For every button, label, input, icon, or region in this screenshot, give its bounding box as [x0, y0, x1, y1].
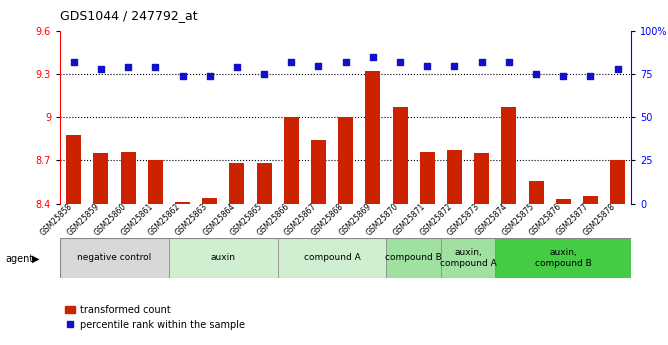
Point — [449, 63, 460, 68]
Bar — [94, 153, 108, 204]
Bar — [278, 238, 387, 278]
Text: auxin: auxin — [211, 253, 236, 263]
Text: GSM25863: GSM25863 — [174, 202, 210, 237]
Bar — [148, 160, 163, 204]
Bar — [474, 153, 489, 204]
Text: GSM25872: GSM25872 — [419, 202, 454, 237]
Bar — [447, 150, 462, 204]
Text: GSM25878: GSM25878 — [582, 202, 618, 237]
Legend: transformed count, percentile rank within the sample: transformed count, percentile rank withi… — [65, 305, 244, 330]
Point — [476, 59, 487, 65]
Text: GSM25874: GSM25874 — [473, 202, 509, 237]
Bar — [420, 152, 435, 204]
Point — [150, 65, 161, 70]
Point — [504, 59, 514, 65]
Bar — [528, 180, 544, 204]
Text: GSM25859: GSM25859 — [65, 202, 101, 237]
Bar — [175, 202, 190, 204]
Bar — [502, 107, 516, 204]
Bar — [66, 135, 81, 204]
Point — [68, 59, 79, 65]
Bar — [495, 238, 631, 278]
Text: GSM25860: GSM25860 — [92, 202, 128, 237]
Point — [422, 63, 433, 68]
Text: GSM25875: GSM25875 — [500, 202, 536, 237]
Text: GSM25865: GSM25865 — [228, 202, 264, 237]
Point — [613, 66, 623, 72]
Point — [286, 59, 297, 65]
Bar — [60, 238, 169, 278]
Bar — [311, 140, 326, 204]
Text: GSM25876: GSM25876 — [528, 202, 563, 237]
Text: GSM25858: GSM25858 — [38, 202, 73, 237]
Text: ▶: ▶ — [32, 254, 39, 264]
Text: GSM25868: GSM25868 — [310, 202, 346, 237]
Text: GDS1044 / 247792_at: GDS1044 / 247792_at — [60, 9, 198, 22]
Point — [367, 54, 378, 60]
Point — [96, 66, 106, 72]
Text: GSM25864: GSM25864 — [201, 202, 237, 237]
Text: GSM25871: GSM25871 — [391, 202, 428, 237]
Text: GSM25869: GSM25869 — [337, 202, 373, 237]
Point — [585, 73, 596, 79]
Point — [530, 71, 541, 77]
Bar — [387, 238, 441, 278]
Text: compound A: compound A — [304, 253, 361, 263]
Bar — [393, 107, 407, 204]
Point — [395, 59, 405, 65]
Bar — [284, 117, 299, 204]
Text: GSM25867: GSM25867 — [283, 202, 319, 237]
Text: GSM25862: GSM25862 — [147, 202, 182, 237]
Text: GSM25877: GSM25877 — [555, 202, 591, 237]
Point — [177, 73, 188, 79]
Bar — [583, 196, 598, 204]
Bar — [556, 199, 570, 204]
Text: agent: agent — [5, 254, 33, 264]
Text: compound B: compound B — [385, 253, 442, 263]
Bar — [365, 71, 380, 204]
Bar — [610, 160, 625, 204]
Point — [313, 63, 324, 68]
Bar — [229, 163, 244, 204]
Bar — [441, 238, 495, 278]
Bar — [169, 238, 278, 278]
Point — [232, 65, 242, 70]
Text: GSM25861: GSM25861 — [120, 202, 155, 237]
Point — [340, 59, 351, 65]
Text: negative control: negative control — [77, 253, 152, 263]
Text: GSM25866: GSM25866 — [256, 202, 291, 237]
Point — [558, 73, 568, 79]
Bar — [338, 117, 353, 204]
Point — [204, 73, 215, 79]
Bar — [202, 198, 217, 204]
Bar — [121, 152, 136, 204]
Point — [259, 71, 269, 77]
Text: GSM25870: GSM25870 — [365, 202, 400, 237]
Point — [123, 65, 134, 70]
Text: auxin,
compound A: auxin, compound A — [440, 248, 496, 268]
Text: auxin,
compound B: auxin, compound B — [535, 248, 592, 268]
Bar — [257, 163, 272, 204]
Text: GSM25873: GSM25873 — [446, 202, 482, 237]
